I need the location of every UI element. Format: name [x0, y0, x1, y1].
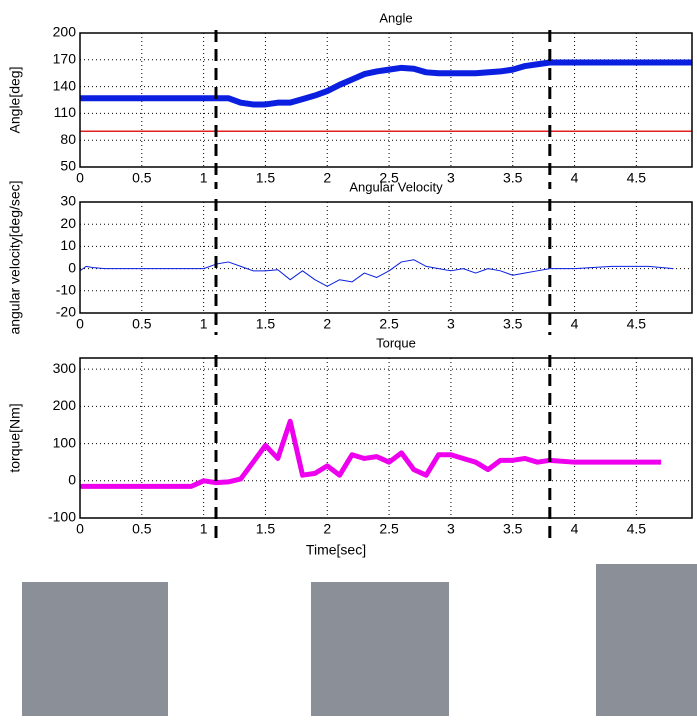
x-tick-label: 3.5	[503, 521, 523, 537]
x-tick-label: 4	[571, 521, 579, 537]
plot-frame	[80, 358, 692, 518]
y-tick-label: 20	[60, 215, 76, 231]
y-tick-label: -100	[48, 509, 76, 525]
x-tick-label: 2	[323, 170, 331, 186]
data-line	[80, 62, 692, 104]
x-axis-label: Time[sec]	[306, 542, 366, 558]
y-tick-label: -20	[56, 304, 76, 320]
x-tick-label: 1	[200, 521, 208, 537]
plot-frame	[80, 202, 692, 313]
chart-title: Angle	[379, 10, 412, 25]
x-tick-label: 1.5	[256, 316, 276, 332]
data-line	[80, 421, 661, 486]
chart-title: Torque	[376, 335, 416, 350]
y-axis-label: angular velocity[deg/sec]	[7, 180, 23, 334]
x-tick-label: 1	[200, 170, 208, 186]
x-tick-label: 2	[323, 521, 331, 537]
x-tick-label: 0.5	[132, 170, 152, 186]
x-tick-label: 3.5	[503, 170, 523, 186]
x-tick-label: 2.5	[379, 316, 399, 332]
y-tick-label: 200	[53, 24, 77, 40]
photo-standing	[596, 564, 697, 716]
x-tick-label: 0	[76, 170, 84, 186]
y-tick-label: 30	[60, 193, 76, 209]
x-tick-label: 4.5	[627, 316, 647, 332]
y-tick-label: 200	[53, 397, 77, 413]
x-tick-label: 4	[571, 316, 579, 332]
x-tick-label: 0.5	[132, 316, 152, 332]
x-tick-label: 0	[76, 521, 84, 537]
x-tick-label: 2.5	[379, 521, 399, 537]
x-tick-label: 4	[571, 170, 579, 186]
y-tick-label: 170	[53, 51, 77, 67]
photo-kneeling	[22, 582, 168, 716]
x-tick-label: 0	[76, 316, 84, 332]
y-tick-label: 100	[53, 434, 77, 450]
y-tick-label: 300	[53, 360, 77, 376]
y-tick-label: 50	[60, 158, 76, 174]
x-tick-label: 4.5	[627, 170, 647, 186]
x-tick-label: 3	[447, 521, 455, 537]
photo-rising	[311, 582, 449, 716]
x-tick-label: 1	[200, 316, 208, 332]
y-tick-label: 80	[60, 131, 76, 147]
x-tick-label: 2	[323, 316, 331, 332]
x-tick-label: 3.5	[503, 316, 523, 332]
x-tick-label: 1.5	[256, 521, 276, 537]
chart-title: Angular Velocity	[349, 179, 443, 194]
x-tick-label: 1.5	[256, 170, 276, 186]
y-tick-label: -10	[56, 282, 76, 298]
figure: AngleAngle[deg]508011014017020000.511.52…	[0, 0, 697, 718]
x-tick-label: 4.5	[627, 521, 647, 537]
x-tick-label: 3	[447, 316, 455, 332]
y-tick-label: 10	[60, 237, 76, 253]
x-tick-label: 3	[447, 170, 455, 186]
x-tick-label: 0.5	[132, 521, 152, 537]
y-axis-label: torque[Nm]	[7, 403, 23, 472]
y-tick-label: 140	[53, 77, 77, 93]
y-axis-label: Angle[deg]	[7, 67, 23, 134]
y-tick-label: 110	[54, 104, 77, 120]
y-tick-label: 0	[68, 259, 76, 275]
y-tick-label: 0	[68, 471, 76, 487]
data-line	[80, 260, 673, 287]
